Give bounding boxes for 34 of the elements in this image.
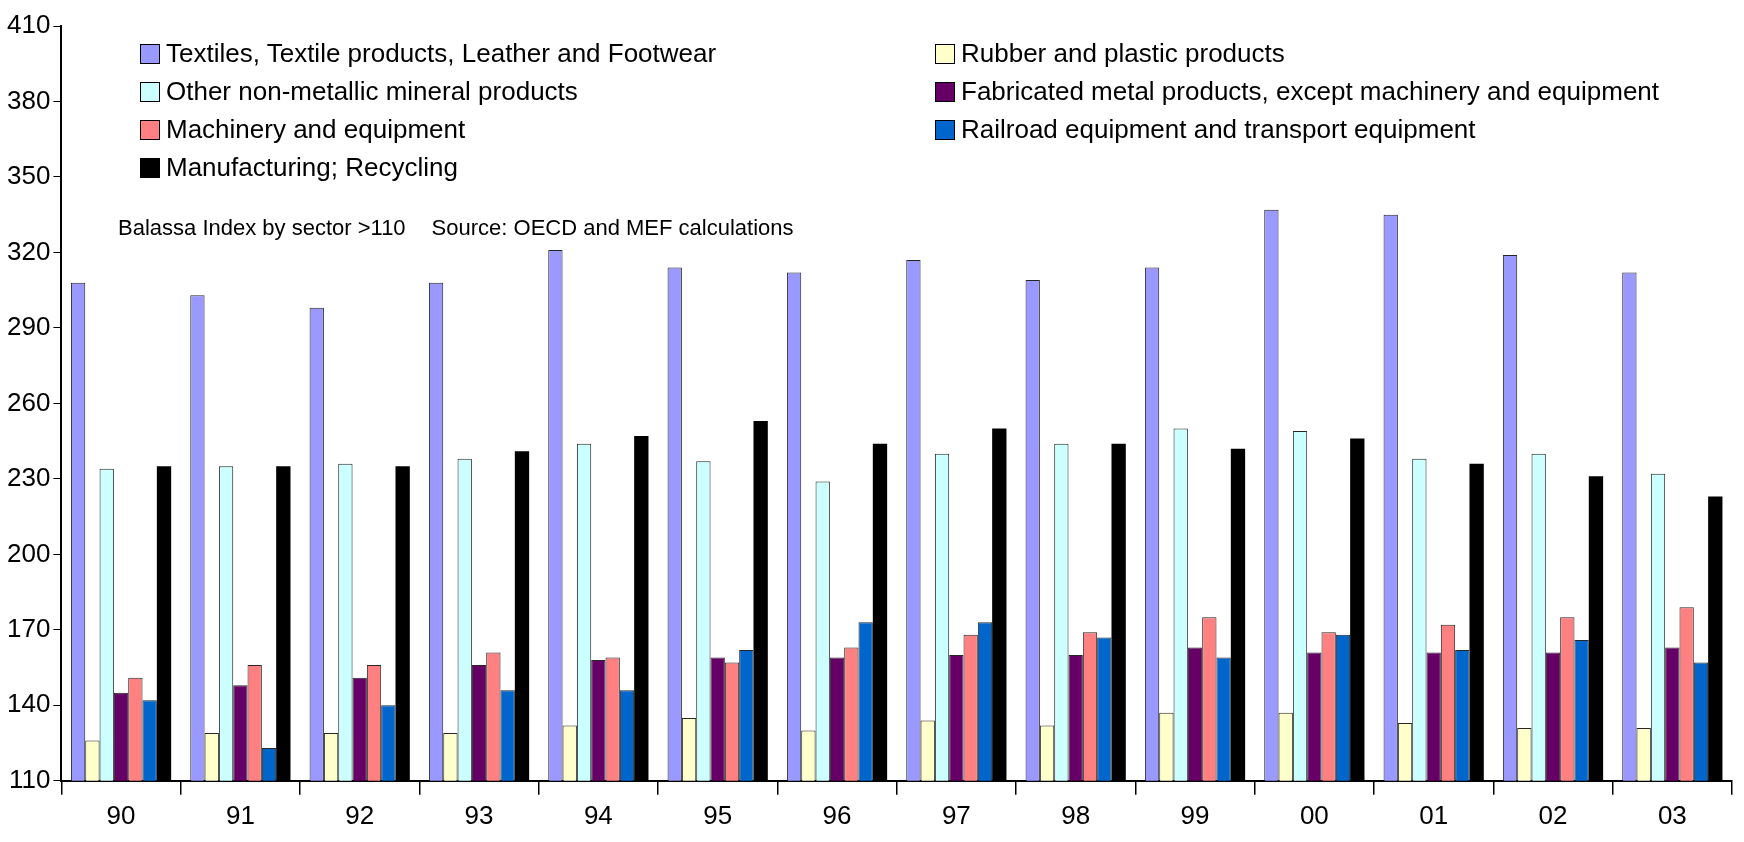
annotation: Balassa Index by sector >110: [118, 215, 406, 240]
y-tick-label: 230: [6, 462, 51, 493]
y-tick-label: 110: [8, 763, 51, 794]
y-tick-label: 380: [6, 84, 51, 115]
x-tick-label: 00: [1299, 799, 1329, 830]
x-tick-label: 95: [703, 799, 733, 830]
x-tick-label: 94: [583, 799, 613, 830]
y-tick-label: 350: [6, 160, 51, 191]
y-tick-label: 140: [6, 688, 51, 719]
legend-label: Railroad equipment and transport equipment: [961, 114, 1476, 145]
y-tick-label: 260: [6, 386, 51, 417]
x-tick-label: 91: [225, 799, 255, 830]
y-tick-label: 320: [6, 235, 51, 266]
x-tick-label: 96: [822, 799, 852, 830]
legend-label: Rubber and plastic products: [961, 38, 1285, 69]
x-tick-label: 02: [1538, 799, 1568, 830]
annotation: Source: OECD and MEF calculations: [431, 215, 794, 240]
x-tick-label: 98: [1061, 799, 1091, 830]
x-tick-label: 90: [106, 799, 136, 830]
x-tick-label: 03: [1657, 799, 1687, 830]
x-tick-label: 99: [1180, 799, 1210, 830]
y-tick-label: 290: [6, 311, 51, 342]
x-tick-label: 97: [941, 799, 971, 830]
legend-label: Manufacturing; Recycling: [166, 152, 458, 183]
legend-label: Fabricated metal products, except machinery and equipment: [961, 76, 1660, 107]
y-tick-label: 200: [6, 537, 51, 568]
x-tick-label: 93: [464, 799, 494, 830]
legend-label: Machinery and equipment: [166, 114, 466, 145]
x-tick-label: 01: [1419, 799, 1449, 830]
y-tick-label: 410: [6, 9, 51, 40]
legend-label: Other non-metallic mineral products: [166, 76, 578, 107]
legend-label: Textiles, Textile products, Leather and Footwear: [166, 38, 717, 69]
y-tick-label: 170: [6, 613, 51, 644]
x-tick-label: 92: [345, 799, 375, 830]
